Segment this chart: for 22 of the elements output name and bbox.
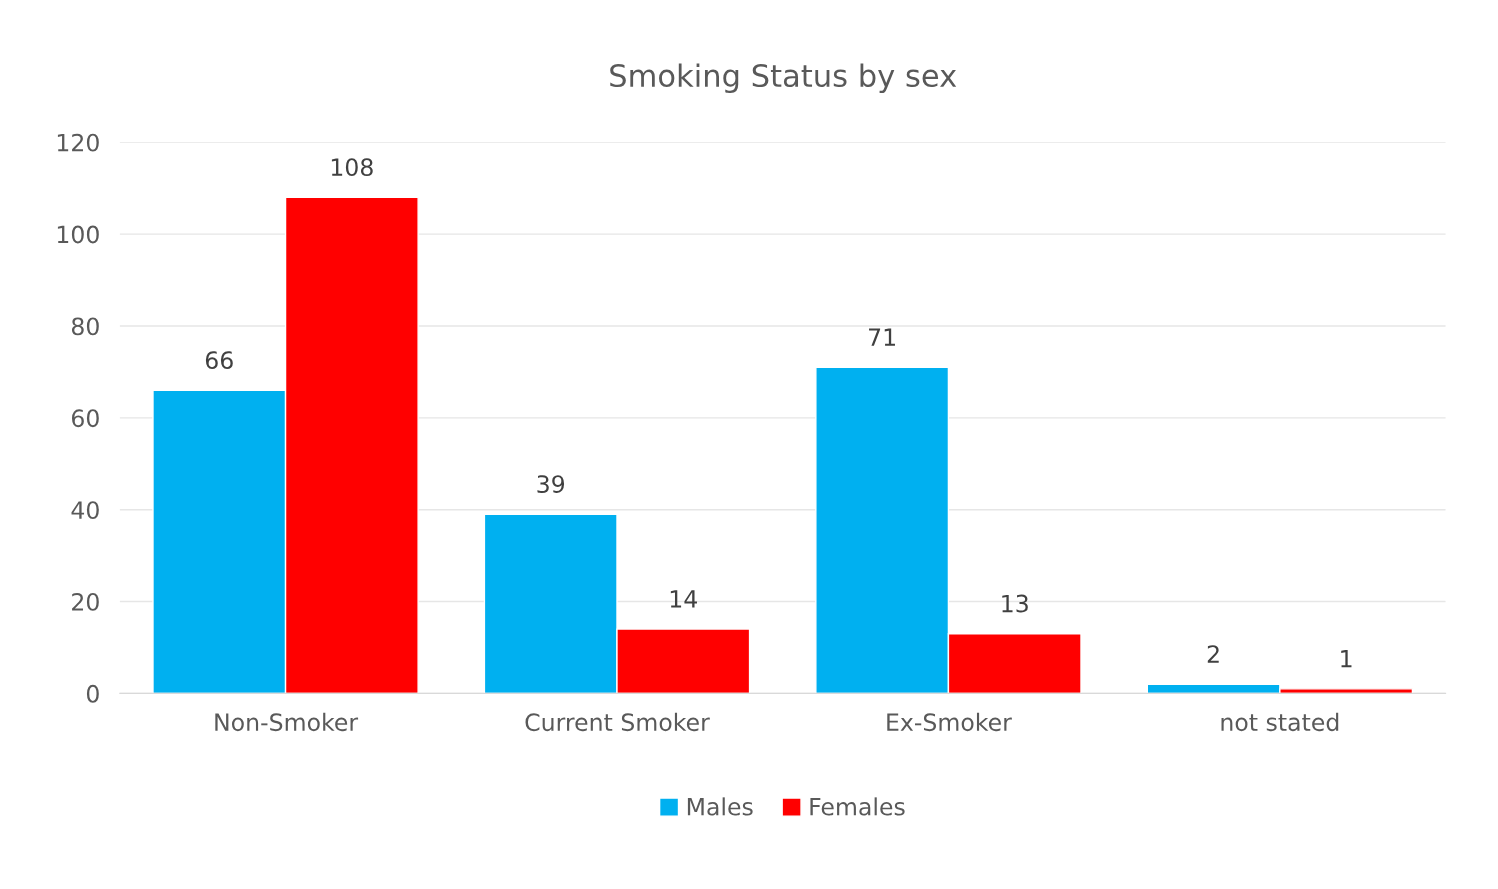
data-label: 14 — [670, 590, 697, 608]
data-label: 39 — [537, 475, 565, 494]
x-tick-label: not stated — [1221, 712, 1339, 732]
y-tick-label: 100 — [57, 225, 99, 244]
legend-label: Females — [810, 797, 905, 816]
data-label: 1 — [1341, 650, 1352, 668]
data-label: 71 — [869, 328, 895, 346]
x-tick-label: Ex-Smoker — [887, 712, 1012, 732]
data-label: 108 — [331, 158, 373, 177]
x-tick-label: Current Smoker — [525, 712, 710, 732]
legend-label: Males — [687, 797, 753, 816]
data-label: 2 — [1207, 645, 1219, 663]
y-tick-label: 0 — [86, 684, 99, 703]
x-tick-label: Non-Smoker — [215, 712, 359, 732]
y-tick-label: 80 — [71, 317, 99, 336]
data-label: 66 — [205, 351, 233, 370]
chart-title: Smoking Status by sex — [610, 63, 957, 94]
y-tick-label: 60 — [72, 409, 99, 428]
y-tick-label: 20 — [72, 593, 99, 611]
y-tick-label: 40 — [71, 501, 99, 519]
y-tick-label: 120 — [57, 133, 99, 152]
data-label: 13 — [1002, 594, 1028, 613]
